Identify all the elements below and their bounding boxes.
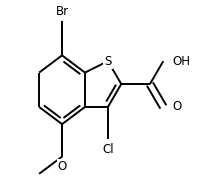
Text: Br: Br: [56, 5, 69, 18]
Text: O: O: [57, 160, 67, 173]
Text: Cl: Cl: [102, 143, 114, 156]
Text: O: O: [173, 100, 182, 113]
Text: OH: OH: [173, 55, 191, 68]
Text: S: S: [104, 55, 112, 68]
